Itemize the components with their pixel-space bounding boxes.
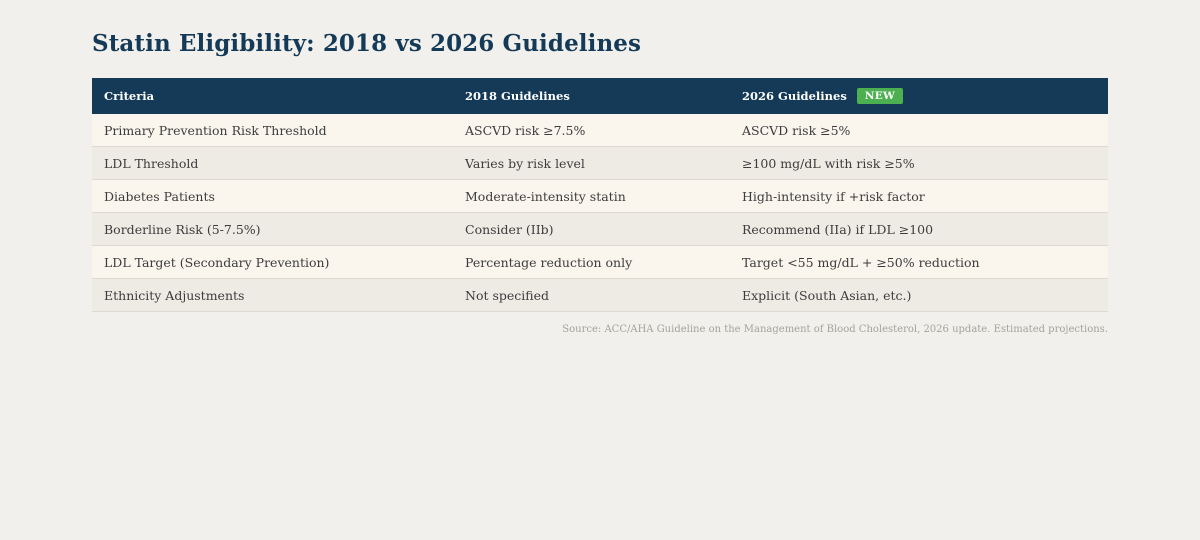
table-header: Criteria 2018 Guidelines 2026 Guidelines… bbox=[92, 78, 1108, 114]
cell-criteria: Ethnicity Adjustments bbox=[104, 287, 245, 303]
source-note: Source: ACC/AHA Guideline on the Managem… bbox=[562, 324, 1108, 335]
cell-2026: High-intensity if +risk factor bbox=[742, 188, 925, 204]
page-title: Statin Eligibility: 2018 vs 2026 Guideli… bbox=[92, 30, 642, 57]
table-row: Ethnicity Adjustments Not specified Expl… bbox=[92, 279, 1108, 312]
header-2026-guidelines: 2026 Guidelines bbox=[742, 89, 847, 103]
header-criteria: Criteria bbox=[104, 89, 155, 103]
cell-criteria: Primary Prevention Risk Threshold bbox=[104, 122, 327, 138]
cell-2018: ASCVD risk ≥7.5% bbox=[465, 122, 586, 138]
cell-2026: Explicit (South Asian, etc.) bbox=[742, 287, 912, 303]
cell-criteria: Borderline Risk (5-7.5%) bbox=[104, 221, 261, 237]
cell-2026: Recommend (IIa) if LDL ≥100 bbox=[742, 221, 934, 237]
cell-2018: Consider (IIb) bbox=[465, 221, 554, 237]
comparison-table: Criteria 2018 Guidelines 2026 Guidelines… bbox=[92, 78, 1108, 312]
cell-criteria: LDL Target (Secondary Prevention) bbox=[104, 254, 330, 270]
table-row: Diabetes Patients Moderate-intensity sta… bbox=[92, 180, 1108, 213]
cell-2026: ≥100 mg/dL with risk ≥5% bbox=[742, 155, 915, 171]
header-2018-guidelines: 2018 Guidelines bbox=[465, 89, 570, 103]
table-row: LDL Target (Secondary Prevention) Percen… bbox=[92, 246, 1108, 279]
cell-2026: Target <55 mg/dL + ≥50% reduction bbox=[742, 254, 980, 270]
cell-2026: ASCVD risk ≥5% bbox=[742, 122, 851, 138]
cell-2018: Percentage reduction only bbox=[465, 254, 633, 270]
table-row: Borderline Risk (5-7.5%) Consider (IIb) … bbox=[92, 213, 1108, 246]
cell-criteria: Diabetes Patients bbox=[104, 188, 215, 204]
cell-2018: Varies by risk level bbox=[465, 155, 585, 171]
cell-2018: Not specified bbox=[465, 287, 550, 303]
table-row: Primary Prevention Risk Threshold ASCVD … bbox=[92, 114, 1108, 147]
table-row: LDL Threshold Varies by risk level ≥100 … bbox=[92, 147, 1108, 180]
new-badge: NEW bbox=[856, 88, 904, 104]
header-2026-guidelines-cell: 2026 Guidelines NEW bbox=[730, 88, 1108, 104]
cell-2018: Moderate-intensity statin bbox=[465, 188, 626, 204]
cell-criteria: LDL Threshold bbox=[104, 155, 199, 171]
